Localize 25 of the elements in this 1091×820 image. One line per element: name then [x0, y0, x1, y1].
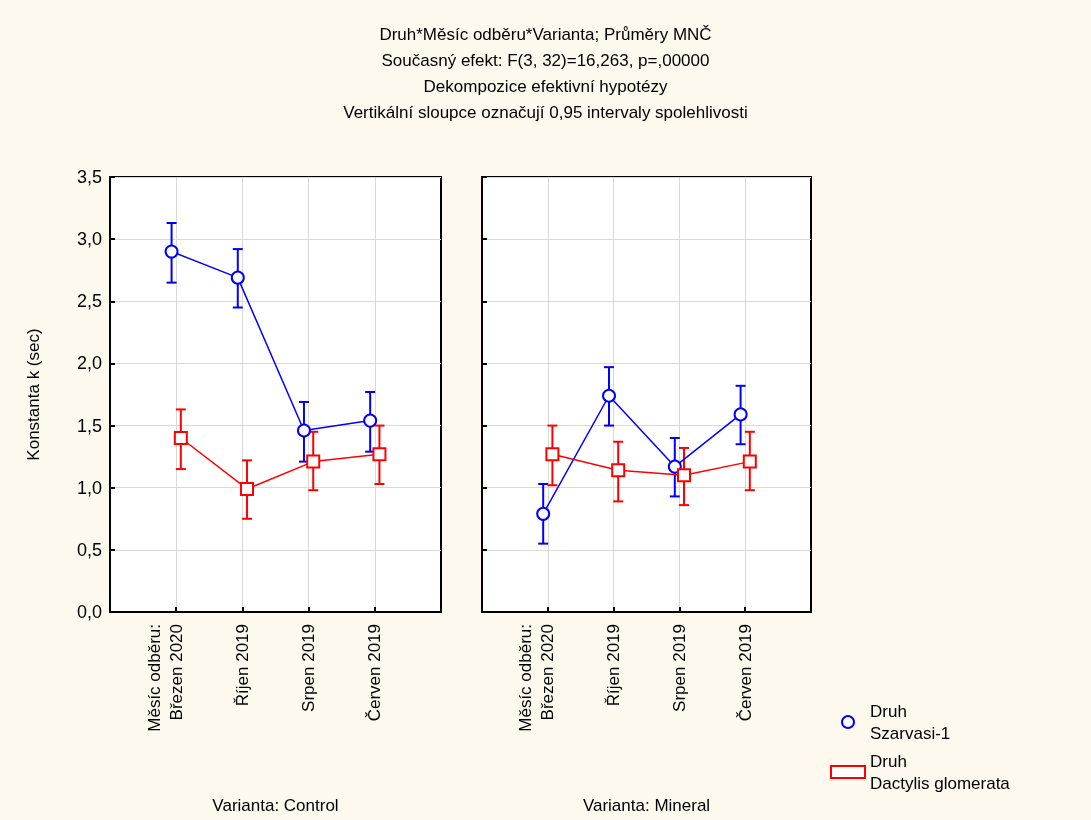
- y-tick-label: 2,0: [76, 353, 102, 374]
- legend-label: Druh Dactylis glomerata: [870, 751, 1011, 793]
- y-tick-label: 1,5: [76, 415, 102, 436]
- x-axis-title: Varianta: Control: [212, 796, 339, 815]
- y-tick-label: 0,0: [76, 602, 102, 622]
- chart-title: Druh*Měsíc odběru*Varianta; Průměry MNČ: [378, 24, 713, 46]
- y-tick-label: 1,0: [76, 477, 102, 498]
- y-tick-label: 2,5: [76, 291, 102, 312]
- x-tick-label: Červen 2019: [735, 624, 755, 722]
- x-tick-label: Říjen 2019: [232, 624, 252, 707]
- legend-label: Druh Szarvasi-1: [870, 701, 951, 743]
- x-tick-label: Srpen 2019: [669, 624, 689, 712]
- y-tick-label: 0,5: [76, 539, 102, 560]
- text: Měsíc odběru:: [144, 624, 164, 732]
- x-tick-label: Říjen 2019: [604, 624, 624, 707]
- x-tick-label: Březen 2020: [538, 624, 558, 721]
- x-tick-label: Srpen 2019: [299, 624, 319, 712]
- chart-subtitle: Současný efekt: F(3, 32)=16,263, p=,00000 Dekompozice efektivní hypotézy Vertikální sloupce označují 0,95 intervaly spolehlivosti: [342, 50, 749, 124]
- x-axis-title: Varianta: Mineral: [582, 796, 711, 815]
- text: Měsíc odběru:: [516, 624, 536, 732]
- x-tick-label: Červen 2019: [365, 624, 385, 722]
- y-axis-title: Konstanta k (sec): [24, 328, 43, 461]
- y-tick-label: 3,5: [76, 167, 102, 187]
- x-tick-label: Březen 2020: [166, 624, 186, 721]
- y-tick-label: 3,0: [76, 229, 102, 250]
